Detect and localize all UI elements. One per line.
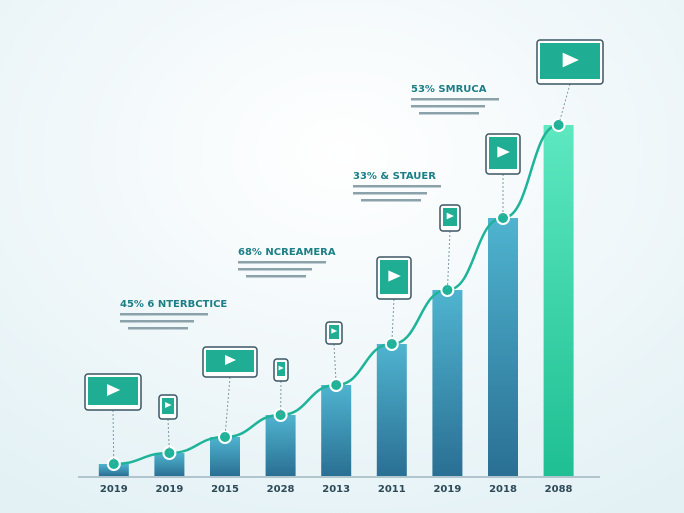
connector xyxy=(333,343,337,386)
annotation: 68% NCREAMERA xyxy=(238,247,336,258)
annotation-text-line xyxy=(120,320,194,323)
bar xyxy=(432,290,463,476)
x-tick-label: 2088 xyxy=(545,484,573,495)
annotation-text-line xyxy=(238,268,312,271)
play-icon xyxy=(388,270,401,282)
annotation-text-line xyxy=(353,192,427,195)
annotation-text-line xyxy=(411,98,499,101)
x-tick-label: 2019 xyxy=(433,484,461,495)
x-tick-label: 2018 xyxy=(489,484,517,495)
bar xyxy=(543,125,574,476)
annotation-text-line xyxy=(128,327,188,330)
bar xyxy=(265,415,296,476)
x-tick-label: 2015 xyxy=(211,484,239,495)
annotation: 33% & STAUER xyxy=(353,171,436,182)
annotation-text-line xyxy=(419,112,479,115)
connector xyxy=(391,298,395,345)
bar xyxy=(376,344,407,476)
bar xyxy=(321,385,352,476)
play-icon xyxy=(562,52,579,68)
play-icon xyxy=(446,212,454,220)
play-icon xyxy=(225,355,236,365)
annotation: 53% SMRUCA xyxy=(411,84,487,95)
play-icon xyxy=(497,146,510,158)
annotation-text-line xyxy=(238,261,326,264)
play-icon xyxy=(165,402,172,408)
play-icon xyxy=(278,365,284,371)
annotation-text-line xyxy=(246,275,306,278)
play-icon xyxy=(107,384,121,396)
x-tick-label: 2028 xyxy=(267,484,295,495)
bar xyxy=(488,218,518,476)
annotation-text-line xyxy=(120,313,208,316)
play-icon xyxy=(331,328,338,334)
bar xyxy=(154,453,185,476)
x-tick-label: 2011 xyxy=(378,484,406,495)
trend-point xyxy=(551,118,566,132)
annotation: 45% 6 NTERBCTICE xyxy=(120,299,227,310)
x-tick-label: 2019 xyxy=(155,484,183,495)
connector xyxy=(167,418,170,454)
annotation-text-line xyxy=(353,185,441,188)
connector xyxy=(446,230,451,291)
x-tick-label: 2019 xyxy=(100,484,128,495)
annotation-text-line xyxy=(361,199,421,202)
annotation-text-line xyxy=(411,105,485,108)
connector xyxy=(558,83,571,126)
x-tick-label: 2013 xyxy=(322,484,350,495)
connector xyxy=(112,409,115,465)
